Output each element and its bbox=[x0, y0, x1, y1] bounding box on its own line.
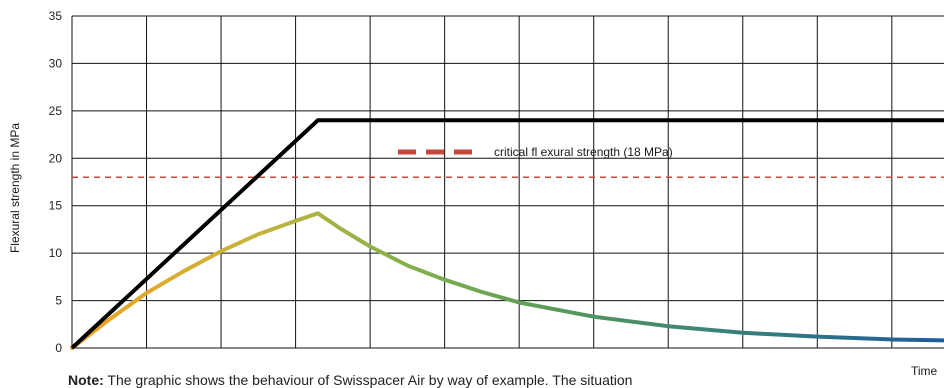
note-body: The graphic shows the behaviour of Swiss… bbox=[107, 372, 633, 388]
x-axis-label: Time bbox=[911, 364, 938, 378]
annotation-label: critical fl exural strength (18 MPa) bbox=[494, 145, 673, 159]
note-text: Note: The graphic shows the behaviour of… bbox=[68, 372, 632, 388]
max-strength-line bbox=[70, 118, 944, 350]
strength-decay-curve bbox=[70, 211, 944, 350]
series bbox=[70, 118, 944, 350]
y-tick-label: 30 bbox=[49, 56, 63, 70]
y-tick-label: 25 bbox=[49, 104, 63, 118]
y-tick-label: 35 bbox=[49, 9, 63, 23]
annotation: critical fl exural strength (18 MPa) bbox=[398, 145, 673, 159]
y-tick-label: 0 bbox=[55, 341, 62, 355]
y-tick-label: 20 bbox=[49, 151, 63, 165]
grid bbox=[71, 15, 944, 349]
y-tick-label: 10 bbox=[49, 246, 63, 260]
y-tick-label: 15 bbox=[49, 199, 63, 213]
note-prefix: Note: bbox=[68, 372, 104, 388]
y-tick-labels: 0 5 10 15 20 25 30 35 bbox=[49, 9, 63, 355]
y-tick-label: 5 bbox=[55, 294, 62, 308]
y-axis-label: Flexural strength in MPa bbox=[8, 122, 22, 254]
